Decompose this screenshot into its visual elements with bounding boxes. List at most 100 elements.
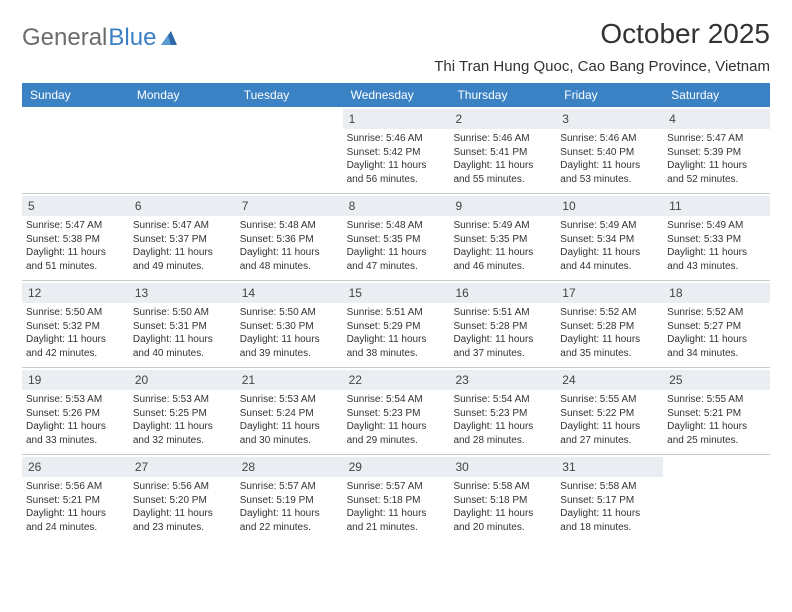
day-number: 16 xyxy=(449,283,556,303)
day-cell: 31Sunrise: 5:58 AMSunset: 5:17 PMDayligh… xyxy=(556,455,663,541)
sunrise-line: Sunrise: 5:58 AM xyxy=(560,480,659,494)
sunrise-line: Sunrise: 5:53 AM xyxy=(133,393,232,407)
sunset-line: Sunset: 5:28 PM xyxy=(453,320,552,334)
sunrise-line: Sunrise: 5:57 AM xyxy=(347,480,446,494)
day-number: 25 xyxy=(663,370,770,390)
header: GeneralBlue October 2025 Thi Tran Hung Q… xyxy=(22,18,770,79)
week-row: 1Sunrise: 5:46 AMSunset: 5:42 PMDaylight… xyxy=(22,107,770,193)
day-cell: 20Sunrise: 5:53 AMSunset: 5:25 PMDayligh… xyxy=(129,368,236,454)
logo-text-blue: Blue xyxy=(108,24,156,52)
daylight-line: Daylight: 11 hours and 39 minutes. xyxy=(240,333,339,360)
day-number: 23 xyxy=(449,370,556,390)
day-cell-empty xyxy=(663,455,770,541)
day-number: 21 xyxy=(236,370,343,390)
day-number: 15 xyxy=(343,283,450,303)
sunrise-line: Sunrise: 5:50 AM xyxy=(133,306,232,320)
daylight-line: Daylight: 11 hours and 38 minutes. xyxy=(347,333,446,360)
day-number: 20 xyxy=(129,370,236,390)
day-number: 27 xyxy=(129,457,236,477)
sunset-line: Sunset: 5:38 PM xyxy=(26,233,125,247)
day-number: 19 xyxy=(22,370,129,390)
logo: GeneralBlue xyxy=(22,24,179,52)
sunrise-line: Sunrise: 5:51 AM xyxy=(347,306,446,320)
daylight-line: Daylight: 11 hours and 34 minutes. xyxy=(667,333,766,360)
sunrise-line: Sunrise: 5:46 AM xyxy=(560,132,659,146)
weekday-header: Thursday xyxy=(449,83,556,107)
sunrise-line: Sunrise: 5:58 AM xyxy=(453,480,552,494)
sunset-line: Sunset: 5:31 PM xyxy=(133,320,232,334)
sunset-line: Sunset: 5:24 PM xyxy=(240,407,339,421)
sunset-line: Sunset: 5:34 PM xyxy=(560,233,659,247)
sunrise-line: Sunrise: 5:54 AM xyxy=(453,393,552,407)
weekday-header-row: Sunday Monday Tuesday Wednesday Thursday… xyxy=(22,83,770,107)
daylight-line: Daylight: 11 hours and 47 minutes. xyxy=(347,246,446,273)
day-cell: 7Sunrise: 5:48 AMSunset: 5:36 PMDaylight… xyxy=(236,194,343,280)
day-cell-empty xyxy=(236,107,343,193)
sunset-line: Sunset: 5:21 PM xyxy=(26,494,125,508)
day-number: 6 xyxy=(129,196,236,216)
day-cell: 12Sunrise: 5:50 AMSunset: 5:32 PMDayligh… xyxy=(22,281,129,367)
daylight-line: Daylight: 11 hours and 43 minutes. xyxy=(667,246,766,273)
sunrise-line: Sunrise: 5:50 AM xyxy=(26,306,125,320)
sunrise-line: Sunrise: 5:56 AM xyxy=(133,480,232,494)
day-number: 31 xyxy=(556,457,663,477)
day-cell: 27Sunrise: 5:56 AMSunset: 5:20 PMDayligh… xyxy=(129,455,236,541)
day-number: 14 xyxy=(236,283,343,303)
daylight-line: Daylight: 11 hours and 53 minutes. xyxy=(560,159,659,186)
sunset-line: Sunset: 5:36 PM xyxy=(240,233,339,247)
weekday-header: Monday xyxy=(129,83,236,107)
day-cell: 19Sunrise: 5:53 AMSunset: 5:26 PMDayligh… xyxy=(22,368,129,454)
title-block: October 2025 Thi Tran Hung Quoc, Cao Ban… xyxy=(434,18,770,79)
day-cell: 2Sunrise: 5:46 AMSunset: 5:41 PMDaylight… xyxy=(449,107,556,193)
day-number: 4 xyxy=(663,109,770,129)
daylight-line: Daylight: 11 hours and 40 minutes. xyxy=(133,333,232,360)
sunset-line: Sunset: 5:32 PM xyxy=(26,320,125,334)
week-row: 19Sunrise: 5:53 AMSunset: 5:26 PMDayligh… xyxy=(22,367,770,454)
weekday-header: Saturday xyxy=(663,83,770,107)
daylight-line: Daylight: 11 hours and 33 minutes. xyxy=(26,420,125,447)
day-number: 5 xyxy=(22,196,129,216)
weekday-header: Wednesday xyxy=(343,83,450,107)
sunrise-line: Sunrise: 5:46 AM xyxy=(347,132,446,146)
calendar: Sunday Monday Tuesday Wednesday Thursday… xyxy=(22,83,770,541)
day-cell-empty xyxy=(129,107,236,193)
sunset-line: Sunset: 5:40 PM xyxy=(560,146,659,160)
location-text: Thi Tran Hung Quoc, Cao Bang Province, V… xyxy=(434,58,770,75)
day-number: 2 xyxy=(449,109,556,129)
sunset-line: Sunset: 5:33 PM xyxy=(667,233,766,247)
day-cell: 26Sunrise: 5:56 AMSunset: 5:21 PMDayligh… xyxy=(22,455,129,541)
daylight-line: Daylight: 11 hours and 22 minutes. xyxy=(240,507,339,534)
day-cell: 17Sunrise: 5:52 AMSunset: 5:28 PMDayligh… xyxy=(556,281,663,367)
daylight-line: Daylight: 11 hours and 20 minutes. xyxy=(453,507,552,534)
daylight-line: Daylight: 11 hours and 21 minutes. xyxy=(347,507,446,534)
logo-sail-icon xyxy=(159,29,179,47)
day-cell: 14Sunrise: 5:50 AMSunset: 5:30 PMDayligh… xyxy=(236,281,343,367)
daylight-line: Daylight: 11 hours and 44 minutes. xyxy=(560,246,659,273)
day-number: 29 xyxy=(343,457,450,477)
day-cell: 22Sunrise: 5:54 AMSunset: 5:23 PMDayligh… xyxy=(343,368,450,454)
day-cell: 4Sunrise: 5:47 AMSunset: 5:39 PMDaylight… xyxy=(663,107,770,193)
day-cell: 29Sunrise: 5:57 AMSunset: 5:18 PMDayligh… xyxy=(343,455,450,541)
sunset-line: Sunset: 5:17 PM xyxy=(560,494,659,508)
daylight-line: Daylight: 11 hours and 28 minutes. xyxy=(453,420,552,447)
day-cell: 23Sunrise: 5:54 AMSunset: 5:23 PMDayligh… xyxy=(449,368,556,454)
day-cell: 10Sunrise: 5:49 AMSunset: 5:34 PMDayligh… xyxy=(556,194,663,280)
day-number: 9 xyxy=(449,196,556,216)
day-number: 10 xyxy=(556,196,663,216)
day-number: 13 xyxy=(129,283,236,303)
sunset-line: Sunset: 5:37 PM xyxy=(133,233,232,247)
day-cell: 25Sunrise: 5:55 AMSunset: 5:21 PMDayligh… xyxy=(663,368,770,454)
daylight-line: Daylight: 11 hours and 46 minutes. xyxy=(453,246,552,273)
sunset-line: Sunset: 5:29 PM xyxy=(347,320,446,334)
day-cell: 24Sunrise: 5:55 AMSunset: 5:22 PMDayligh… xyxy=(556,368,663,454)
day-cell: 9Sunrise: 5:49 AMSunset: 5:35 PMDaylight… xyxy=(449,194,556,280)
daylight-line: Daylight: 11 hours and 37 minutes. xyxy=(453,333,552,360)
sunset-line: Sunset: 5:30 PM xyxy=(240,320,339,334)
weekday-header: Friday xyxy=(556,83,663,107)
day-cell: 28Sunrise: 5:57 AMSunset: 5:19 PMDayligh… xyxy=(236,455,343,541)
day-cell: 5Sunrise: 5:47 AMSunset: 5:38 PMDaylight… xyxy=(22,194,129,280)
sunset-line: Sunset: 5:39 PM xyxy=(667,146,766,160)
day-number: 8 xyxy=(343,196,450,216)
daylight-line: Daylight: 11 hours and 49 minutes. xyxy=(133,246,232,273)
sunset-line: Sunset: 5:27 PM xyxy=(667,320,766,334)
